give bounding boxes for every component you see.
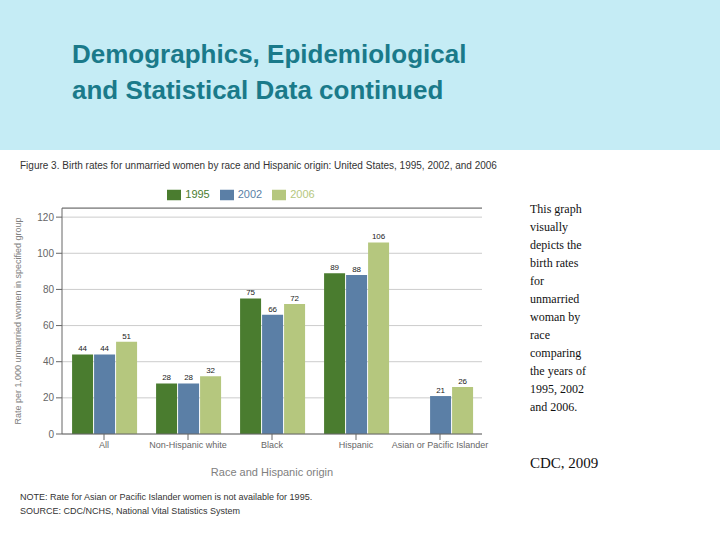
svg-text:75: 75 — [246, 288, 255, 297]
svg-text:Black: Black — [261, 440, 284, 450]
svg-text:66: 66 — [268, 305, 277, 314]
svg-text:Hispanic: Hispanic — [339, 440, 374, 450]
svg-text:Non-Hispanic white: Non-Hispanic white — [149, 440, 227, 450]
svg-text:88: 88 — [352, 265, 361, 274]
svg-text:60: 60 — [43, 320, 55, 331]
svg-text:51: 51 — [122, 332, 131, 341]
svg-text:80: 80 — [43, 284, 55, 295]
html-text:Figure 3. Birth rates for unma: Figure 3. Birth rates for unmarried wome… — [20, 160, 497, 171]
svg-text:120: 120 — [37, 212, 54, 223]
html-text:NOTE: Rate for Asian or Pacifi: NOTE: Rate for Asian or Pacific Islander… — [20, 492, 313, 502]
svg-text:21: 21 — [436, 386, 445, 395]
svg-text:20: 20 — [43, 392, 55, 403]
svg-text:28: 28 — [162, 373, 171, 382]
svg-text:All: All — [99, 440, 109, 450]
svg-text:32: 32 — [206, 366, 215, 375]
html-text:1995: 1995 — [185, 188, 210, 200]
svg-text:28: 28 — [184, 373, 193, 382]
html-text:2006: 2006 — [290, 188, 315, 200]
html-text:and Statistical Data continued: and Statistical Data continued — [72, 75, 444, 105]
svg-text:26: 26 — [458, 377, 467, 386]
svg-text:100: 100 — [37, 248, 54, 259]
svg-text:106: 106 — [372, 232, 386, 241]
html-text:2002: 2002 — [237, 188, 263, 200]
html-text:Demographics, Epidemiological: Demographics, Epidemiological — [72, 39, 467, 69]
svg-text:0: 0 — [48, 429, 54, 440]
html-text:This graph visually depicts th: This graph visually depicts the birth ra… — [530, 202, 586, 414]
svg-text:44: 44 — [100, 344, 109, 353]
svg-text:40: 40 — [43, 356, 55, 367]
html-text:SOURCE: CDC/NCHS, National Vit: SOURCE: CDC/NCHS, National Vital Statist… — [20, 506, 240, 516]
svg-text:Race and Hispanic origin: Race and Hispanic origin — [211, 466, 333, 478]
svg-text:Asian or Pacific Islander: Asian or Pacific Islander — [392, 440, 489, 450]
svg-text:44: 44 — [78, 344, 87, 353]
svg-text:Rate per 1,000 unmarried women: Rate per 1,000 unmarried women in specif… — [13, 217, 23, 424]
svg-text:72: 72 — [290, 294, 299, 303]
svg-text:89: 89 — [330, 263, 339, 272]
html-text:CDC, 2009: CDC, 2009 — [530, 455, 599, 471]
